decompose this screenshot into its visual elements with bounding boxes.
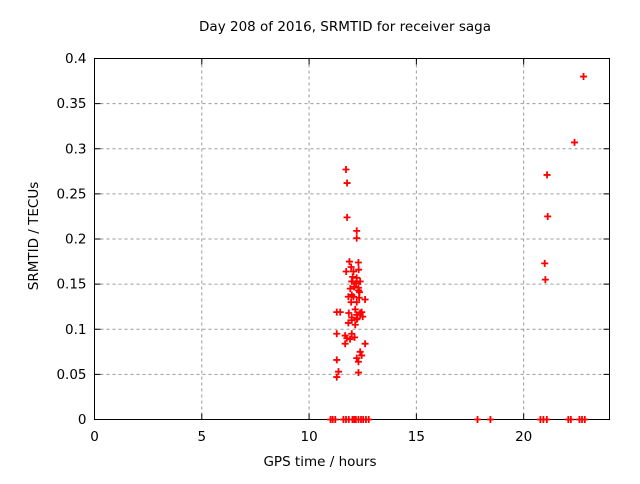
data-point-marker <box>343 179 351 187</box>
y-tick-label: 0.05 <box>56 367 86 383</box>
data-point-marker <box>344 319 352 327</box>
data-point-marker <box>541 259 549 267</box>
data-point-marker <box>333 356 341 364</box>
data-point-marker <box>581 416 589 423</box>
data-point-marker <box>580 73 588 81</box>
y-tick-label: 0.1 <box>65 322 86 338</box>
data-point-marker <box>543 416 551 423</box>
data-point-marker <box>361 295 369 303</box>
x-tick-label: 0 <box>90 429 99 445</box>
data-point-marker <box>351 321 359 329</box>
x-axis-label: GPS time / hours <box>263 454 376 470</box>
data-point-marker <box>333 330 341 338</box>
data-point-marker <box>486 416 494 423</box>
data-point-marker <box>346 335 354 343</box>
axes <box>94 58 610 420</box>
data-point-marker <box>354 358 362 366</box>
plot-border <box>94 58 610 420</box>
x-tick-label: 5 <box>197 429 206 445</box>
data-point-marker <box>358 351 366 359</box>
data-point-marker <box>356 348 364 356</box>
data-point-marker <box>359 313 367 321</box>
data-point-marker <box>343 213 351 221</box>
data-point-marker <box>353 298 361 306</box>
data-point-marker <box>361 340 369 348</box>
data-point-marker <box>543 171 551 179</box>
data-point-marker <box>331 416 339 423</box>
data-point-marker <box>342 166 350 174</box>
y-tick-label: 0.2 <box>65 232 86 248</box>
x-tick-label: 20 <box>515 429 532 445</box>
data-point-marker <box>345 309 353 317</box>
data-point-marker <box>345 258 353 266</box>
data-point-marker <box>346 285 354 293</box>
data-point-marker <box>347 263 355 271</box>
data-point-marker <box>353 234 361 242</box>
grid-lines <box>94 58 610 420</box>
data-point-marker <box>350 293 358 301</box>
data-point-marker <box>356 277 364 285</box>
data-point-marker <box>336 308 344 316</box>
data-points <box>327 73 589 423</box>
y-tick-label: 0.15 <box>56 277 86 293</box>
x-tick-label: 10 <box>300 429 317 445</box>
data-point-marker <box>350 283 358 291</box>
data-point-marker <box>351 333 359 341</box>
tick-labels: 0 0.05 0.1 0.15 0.2 0.25 0.3 0.35 0.4 0 5 10 15 20 <box>56 51 532 445</box>
data-point-marker <box>333 373 341 381</box>
data-point-marker <box>544 212 552 220</box>
data-point-marker <box>365 416 373 423</box>
chart-title: Day 208 of 2016, SRMTID for receiver sag… <box>199 19 491 35</box>
y-tick-label: 0.25 <box>56 186 86 202</box>
data-point-marker <box>348 277 356 285</box>
y-axis-label: SRMTID / TECUs <box>26 182 42 290</box>
data-point-marker <box>355 266 363 274</box>
data-point-marker <box>354 369 362 377</box>
data-point-marker <box>541 276 549 284</box>
data-point-marker <box>353 315 361 323</box>
data-point-marker <box>474 416 482 423</box>
y-tick-label: 0.3 <box>65 141 86 157</box>
y-tick-label: 0.4 <box>65 51 86 67</box>
data-point-marker <box>353 227 361 235</box>
data-point-marker <box>567 416 575 423</box>
data-point-marker <box>351 305 359 313</box>
data-point-marker <box>358 308 366 316</box>
data-point-marker <box>355 294 363 302</box>
data-point-marker <box>334 368 342 376</box>
data-point-marker <box>353 354 361 362</box>
data-point-marker <box>354 258 362 266</box>
data-point-marker <box>571 138 579 146</box>
data-point-marker <box>348 330 356 338</box>
data-point-marker <box>341 340 349 348</box>
x-tick-label: 15 <box>408 429 425 445</box>
y-tick-label: 0.35 <box>56 96 86 112</box>
y-tick-label: 0 <box>78 412 87 428</box>
data-point-marker <box>342 267 350 275</box>
data-point-marker <box>352 279 360 287</box>
